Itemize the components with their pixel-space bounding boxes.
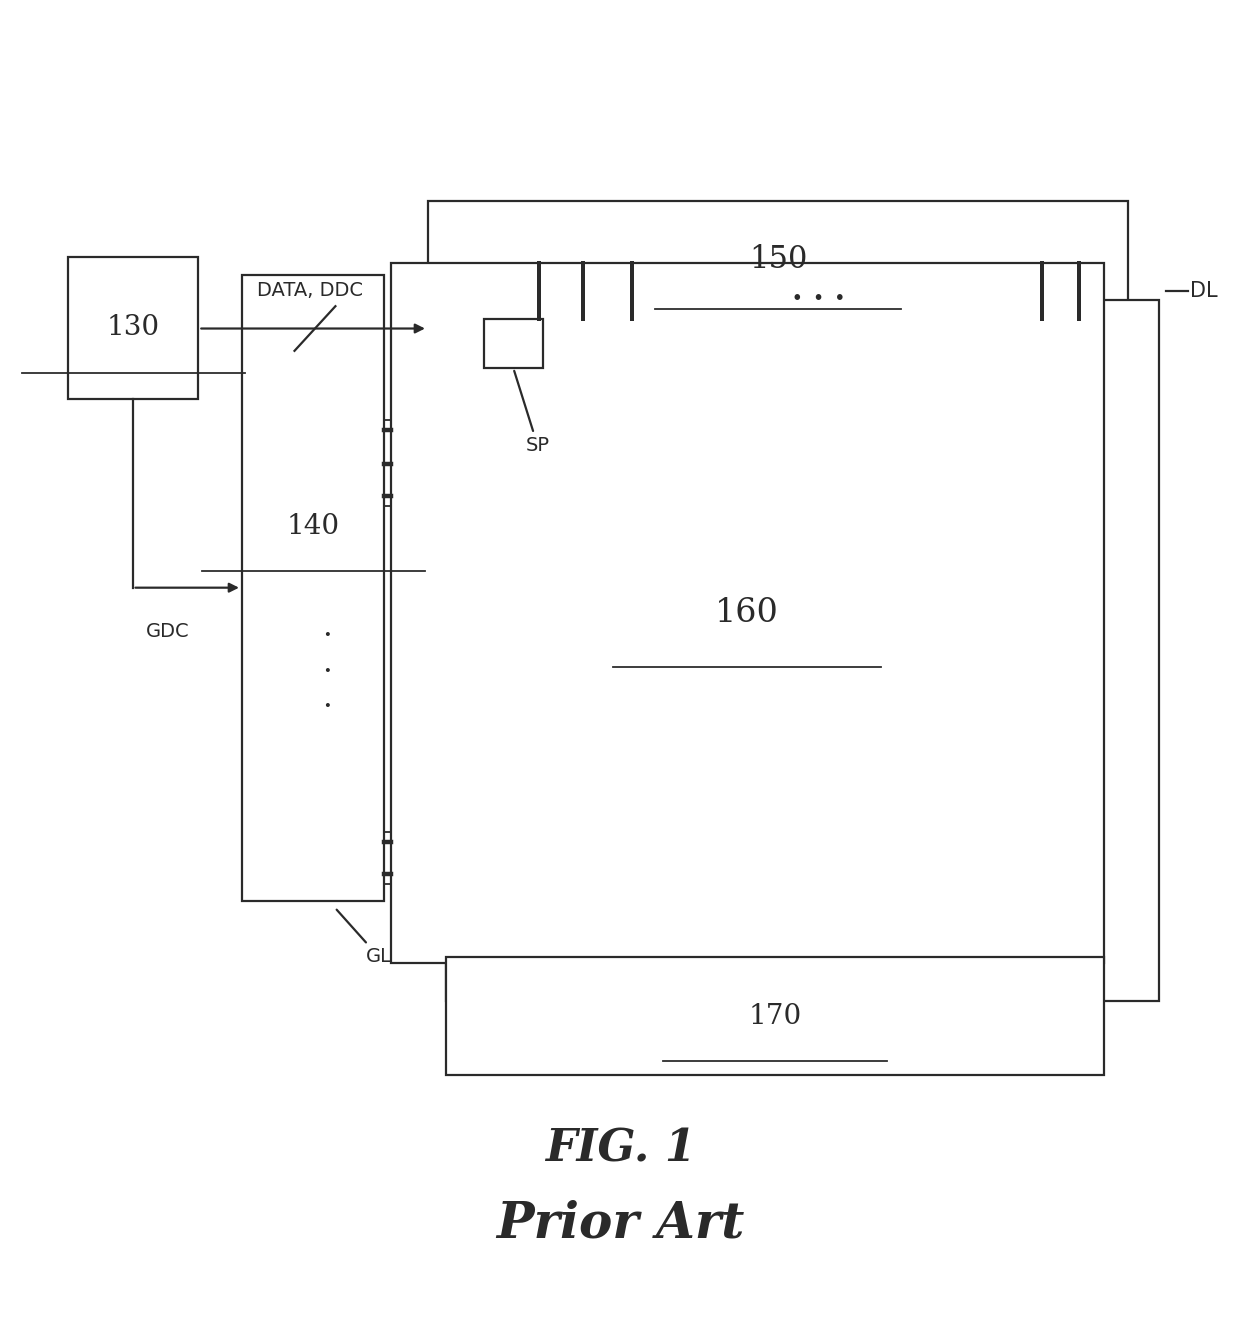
Text: GL: GL [336, 910, 392, 966]
Bar [391, 263, 1104, 964]
Bar [242, 276, 384, 902]
Bar [446, 957, 1104, 1075]
Text: . . .: . . . [792, 276, 844, 306]
Text: 150: 150 [749, 245, 807, 276]
Text: 170: 170 [749, 1003, 801, 1030]
Text: DATA, DDC: DATA, DDC [257, 281, 363, 300]
Bar [428, 200, 1128, 319]
Text: 160: 160 [715, 597, 779, 629]
Text: ·
·
·: · · · [322, 621, 332, 723]
Bar [68, 257, 198, 399]
Text: DL: DL [1190, 281, 1218, 301]
Text: 130: 130 [107, 314, 160, 341]
Text: SP: SP [515, 371, 549, 456]
Text: GDC: GDC [146, 622, 190, 641]
Bar [484, 319, 543, 368]
Text: FIG. 1: FIG. 1 [544, 1128, 696, 1171]
Text: 140: 140 [286, 513, 340, 540]
Bar [446, 300, 1159, 1000]
Text: Prior Art: Prior Art [496, 1199, 744, 1249]
